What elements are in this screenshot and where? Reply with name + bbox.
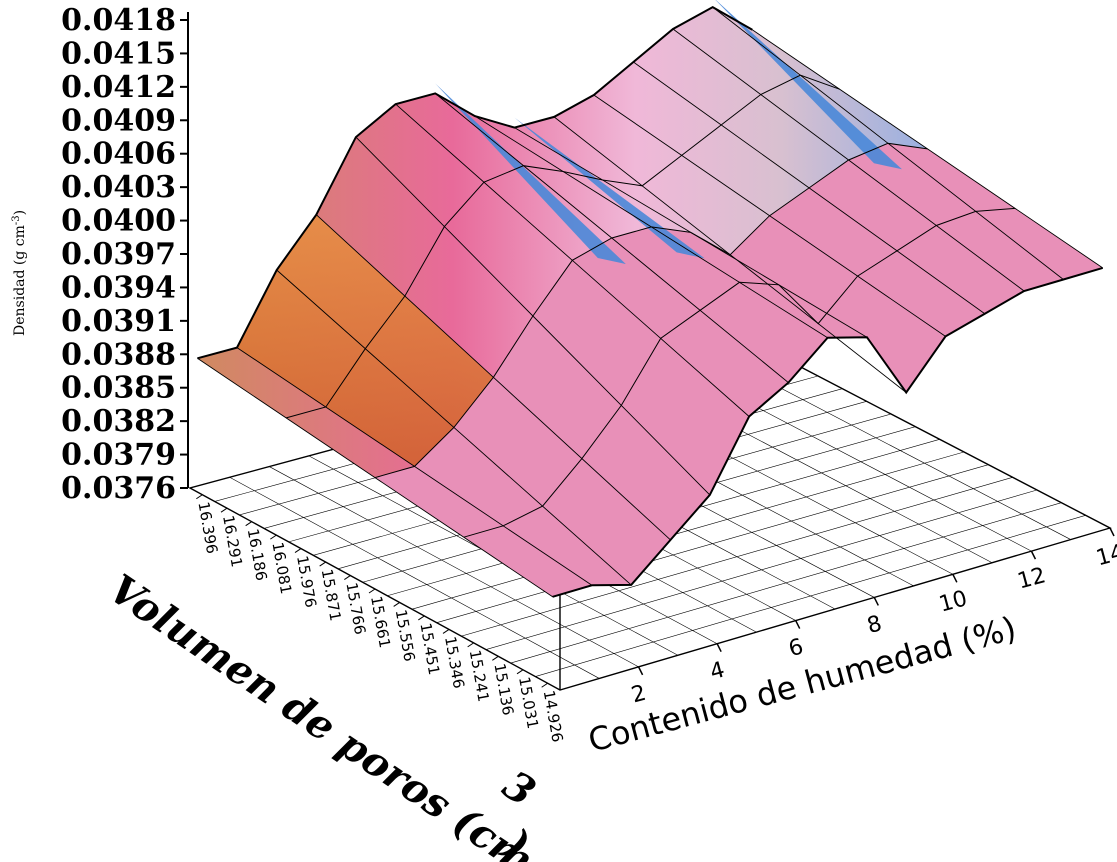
x-tick-mark [1030, 550, 1037, 560]
y-axis-label-main: Volumen de poros (cm [100, 565, 542, 862]
y-tick-label: 16.291 [219, 514, 246, 569]
z-tick-label: 0.0403 [61, 170, 176, 205]
y-axis-ticks: 16.39616.29116.18616.08115.97615.87115.7… [194, 494, 567, 744]
y-tick-label: 15.766 [342, 581, 369, 636]
y-tick-mark [196, 494, 203, 500]
y-tick-mark [541, 682, 548, 688]
y-axis-label-sup: 3 [494, 761, 543, 816]
y-tick-mark [516, 669, 524, 675]
z-tick-label: 0.0415 [61, 36, 176, 71]
y-tick-mark [442, 628, 450, 634]
x-tick-label: 14 [1094, 540, 1117, 571]
surface-front-edge [552, 266, 1103, 598]
x-tick-label: 8 [865, 611, 885, 639]
z-tick-label: 0.0376 [61, 471, 176, 506]
y-tick-mark [467, 642, 474, 648]
surface-front-patch [375, 143, 1103, 597]
x-tick-mark [952, 573, 958, 583]
x-tick-label: 10 [936, 586, 970, 617]
y-tick-label: 15.136 [490, 662, 517, 717]
y-tick-label: 15.976 [293, 554, 320, 609]
floor-grid-line [229, 477, 600, 679]
y-tick-mark [319, 561, 326, 567]
z-tick-label: 0.0400 [61, 204, 176, 239]
y-tick-label: 15.346 [441, 635, 468, 690]
z-tick-label: 0.0379 [61, 438, 176, 473]
surface-mesh-line [374, 142, 928, 479]
x-tick-label: 2 [629, 681, 649, 709]
x-tick-label: 12 [1015, 563, 1049, 594]
x-tick-mark [716, 643, 722, 653]
y-tick-mark [245, 521, 252, 527]
z-tick-label: 0.0382 [61, 404, 176, 439]
x-tick-mark [1109, 527, 1115, 537]
y-tick-mark [368, 588, 376, 594]
surface-blue-spike [435, 83, 626, 265]
y-tick-label: 15.556 [392, 608, 419, 663]
z-tick-label: 0.0412 [61, 70, 176, 105]
x-tick-mark [637, 666, 644, 676]
y-tick-label: 15.661 [367, 595, 394, 650]
y-tick-label: 16.396 [194, 500, 221, 555]
z-tick-label: 0.0409 [61, 103, 176, 138]
y-tick-label: 15.871 [318, 568, 345, 623]
y-tick-label: 15.451 [416, 622, 443, 677]
x-tick-label: 6 [786, 634, 806, 662]
x-tick-label: 4 [707, 658, 727, 686]
z-tick-label: 0.0418 [61, 3, 176, 38]
y-tick-label: 15.241 [466, 648, 493, 703]
y-tick-label: 16.186 [244, 527, 271, 582]
density-surface [197, 0, 1103, 598]
x-tick-mark [795, 620, 801, 629]
x-axis-label: Contenido de humedad (%) [584, 609, 1020, 760]
y-tick-mark [492, 655, 499, 661]
y-tick-mark [393, 602, 400, 607]
z-tick-label: 0.0385 [61, 371, 176, 406]
y-tick-mark [220, 507, 228, 513]
surface-back-edge [197, 5, 753, 360]
x-tick-mark [873, 597, 879, 606]
z-axis-label: Densidad (g cm-3) [11, 210, 28, 336]
y-tick-mark [270, 534, 277, 540]
z-tick-label: 0.0397 [61, 237, 176, 272]
y-tick-mark [294, 548, 302, 554]
z-axis-ticks: 0.04180.04150.04120.04090.04060.04030.04… [61, 3, 188, 506]
surface-warm-patch [237, 214, 494, 467]
z-tick-label: 0.0394 [61, 270, 176, 305]
y-tick-label: 16.081 [268, 541, 295, 596]
y-tick-mark [344, 575, 351, 580]
floor-grid-line [269, 466, 639, 668]
surface-mesh-line [286, 74, 841, 419]
x-axis-ticks: 2 4 6 8 10 12 14 [629, 527, 1117, 709]
y-tick-label: 14.926 [540, 689, 567, 744]
z-tick-label: 0.0391 [61, 304, 176, 339]
z-axis-label-base: Densidad (g cm [12, 225, 28, 336]
surface-blue-spike [715, 0, 902, 170]
surface-mesh-line [463, 207, 1016, 538]
z-axis-label-sup: -3 [11, 215, 22, 225]
y-tick-mark [418, 615, 425, 621]
y-tick-label: 15.031 [515, 675, 542, 730]
z-tick-label: 0.0406 [61, 137, 176, 172]
z-tick-label: 0.0388 [61, 337, 176, 372]
surface-blue-spike [514, 117, 705, 259]
z-axis-label-close: ) [12, 210, 28, 215]
